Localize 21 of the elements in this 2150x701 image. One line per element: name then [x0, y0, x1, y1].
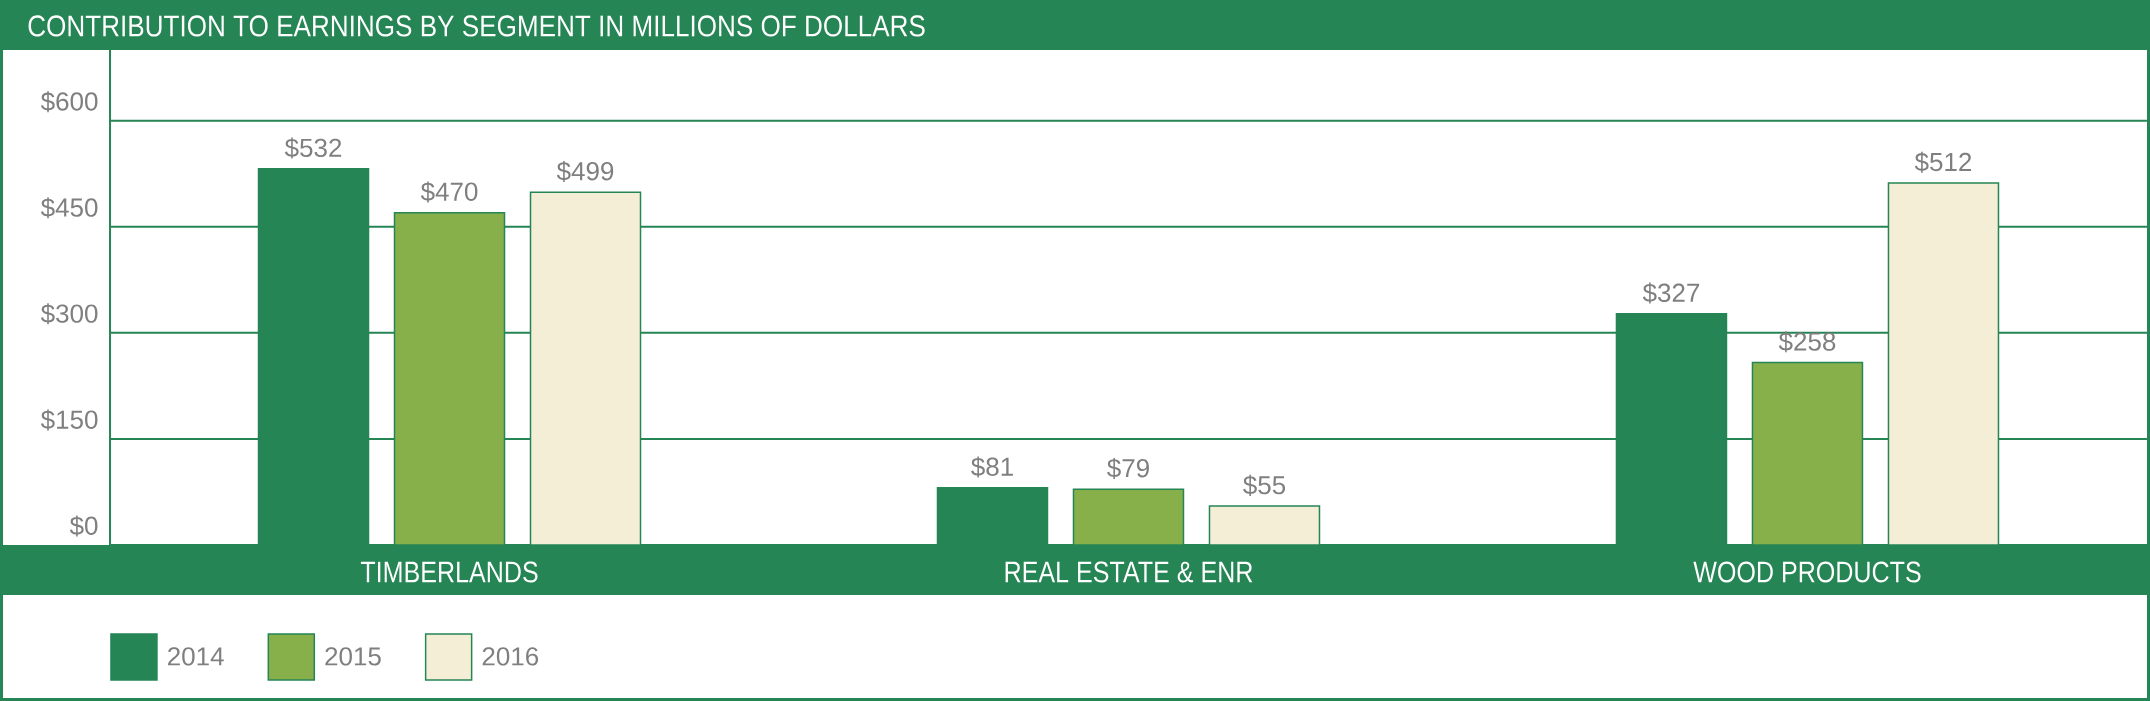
- y-tick-label: $300: [40, 303, 98, 325]
- data-label: $327: [1642, 282, 1700, 304]
- data-label: $55: [1243, 474, 1286, 496]
- legend-label: 2014: [168, 647, 224, 666]
- x-tick-label: TIMBERLANDS: [360, 561, 538, 583]
- y-tick-label: $0: [69, 515, 98, 537]
- x-tick-label: REAL ESTATE & ENR: [1005, 561, 1253, 583]
- y-tick-label: $450: [40, 197, 98, 219]
- data-label: $258: [1778, 331, 1836, 353]
- data-label: $532: [284, 137, 342, 159]
- data-label: $512: [1914, 151, 1972, 173]
- y-tick-label: $150: [40, 409, 98, 431]
- legend-label: 2015: [325, 647, 381, 666]
- data-label: $499: [556, 160, 614, 182]
- chart-title: CONTRIBUTION TO EARNINGS BY SEGMENT IN MILLIONS OF DOLLARS: [28, 15, 925, 37]
- x-tick-label: WOOD PRODUCTS: [1693, 561, 1921, 583]
- legend-label: 2016: [482, 647, 539, 666]
- data-label: $79: [1107, 457, 1149, 479]
- data-label: $470: [420, 181, 478, 203]
- y-tick-label: $600: [40, 91, 98, 113]
- data-label: $81: [971, 456, 1013, 478]
